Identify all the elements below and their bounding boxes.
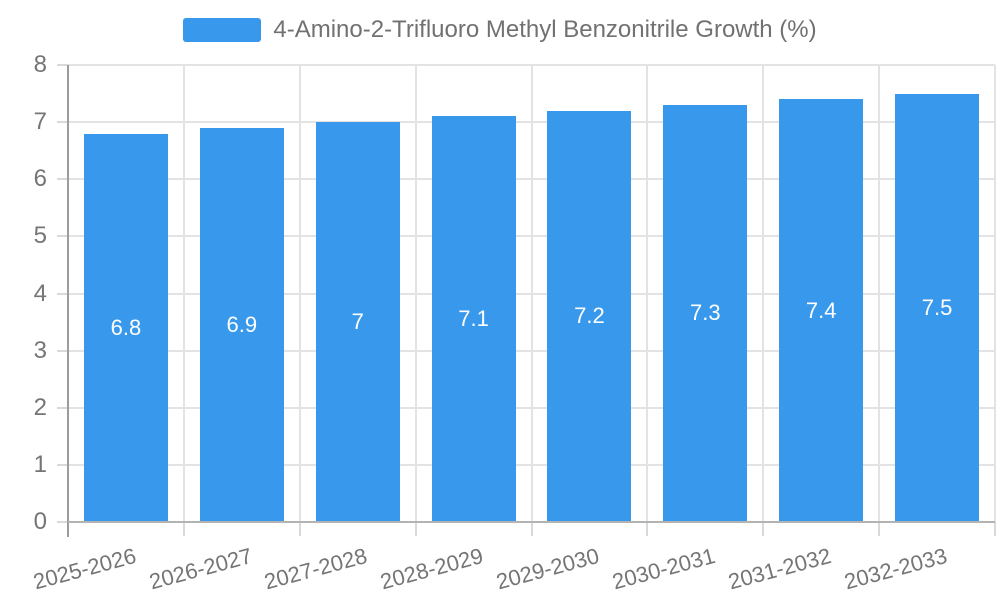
y-tick-label: 4: [33, 279, 47, 307]
x-axis-tick: [762, 522, 765, 536]
bar-value-label: 7.2: [574, 303, 605, 329]
y-tick-label: 0: [33, 508, 47, 535]
gridline-vertical: [646, 65, 649, 522]
bar-value-label: 7: [351, 309, 364, 335]
y-tick-label: 1: [33, 450, 47, 478]
y-tick-label: 6: [33, 165, 47, 193]
bar-2029-2030[interactable]: 7.2: [547, 110, 632, 522]
bar-2026-2027[interactable]: 6.9: [199, 127, 284, 522]
y-axis-line: [67, 65, 69, 537]
bar-value-label: 7.1: [458, 306, 489, 332]
bar-2025-2026[interactable]: 6.8: [83, 133, 168, 522]
bar-value-label: 7.4: [805, 297, 837, 323]
y-axis-tick: [57, 64, 68, 66]
gridline-vertical: [878, 65, 881, 522]
x-axis-tick: [414, 522, 417, 536]
x-axis-line: [68, 521, 995, 523]
bar-2032-2033[interactable]: 7.5: [895, 93, 980, 522]
legend-swatch: [183, 18, 262, 42]
y-tick-label: 8: [33, 51, 47, 78]
bar-2027-2028[interactable]: 7: [315, 122, 400, 522]
y-axis-tick: [57, 121, 68, 124]
x-axis-tick: [298, 522, 301, 536]
gridline-vertical: [530, 65, 533, 522]
gridline-vertical: [298, 65, 301, 522]
bar-value-label: 6.8: [110, 314, 142, 340]
bar-value-label: 7.3: [690, 300, 721, 326]
y-axis-tick: [57, 463, 68, 466]
gridline-vertical: [182, 65, 185, 522]
x-tick-label: 2027-2028: [262, 543, 371, 595]
x-axis-tick: [182, 522, 185, 536]
y-axis-tick: [57, 521, 68, 523]
y-tick-label: 2: [33, 393, 47, 421]
x-tick-label: 2026-2027: [146, 543, 255, 595]
x-axis-tick: [878, 522, 881, 536]
gridline-vertical: [994, 65, 996, 522]
x-tick-label: 2025-2026: [30, 543, 139, 595]
x-tick-label: 2028-2029: [377, 543, 487, 595]
bar-value-label: 6.9: [226, 311, 258, 337]
bar-2031-2032[interactable]: 7.4: [779, 99, 864, 522]
x-axis-tick: [646, 522, 649, 536]
y-axis-tick: [57, 178, 68, 181]
y-axis-tick: [57, 349, 68, 352]
y-axis-tick: [57, 235, 68, 238]
y-axis-tick: [57, 292, 68, 295]
bar-2030-2031[interactable]: 7.3: [663, 104, 748, 522]
x-tick-label: 2029-2030: [493, 543, 602, 595]
x-tick-label: 2030-2031: [609, 543, 718, 595]
legend-label: 4-Amino-2-Trifluoro Methyl Benzonitrile …: [273, 16, 817, 43]
x-tick-label: 2032-2033: [841, 543, 950, 595]
bar-2028-2029[interactable]: 7.1: [431, 116, 516, 522]
x-axis-tick: [994, 522, 996, 536]
gridline-vertical: [762, 65, 765, 522]
legend-item[interactable]: 4-Amino-2-Trifluoro Methyl Benzonitrile …: [0, 16, 1000, 44]
gridline-vertical: [414, 65, 417, 522]
y-tick-label: 5: [33, 222, 47, 250]
x-tick-label: 2031-2032: [725, 543, 834, 595]
x-axis-tick: [530, 522, 533, 536]
y-tick-label: 7: [33, 108, 47, 136]
y-axis-tick: [57, 406, 68, 409]
y-tick-label: 3: [33, 336, 47, 364]
bar-value-label: 7.5: [921, 294, 953, 320]
